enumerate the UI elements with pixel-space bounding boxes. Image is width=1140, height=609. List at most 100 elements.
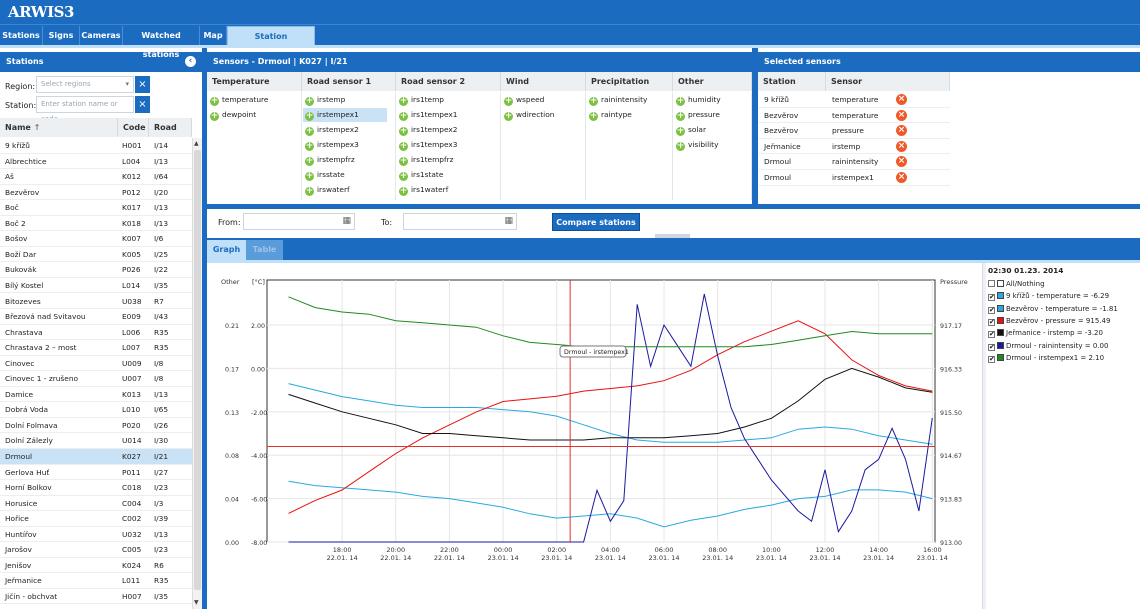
col-header-road[interactable]: Road <box>149 118 192 137</box>
region-select[interactable]: Select regions ▾ <box>36 76 134 93</box>
add-icon[interactable]: + <box>399 126 408 136</box>
add-icon[interactable]: + <box>210 96 219 106</box>
sensor-item[interactable]: + irstemp <box>303 93 387 107</box>
sensor-item[interactable]: + irswaterf <box>303 183 387 197</box>
sensor-item[interactable]: + irs1tempex2 <box>397 123 492 137</box>
scroll-down-icon[interactable]: ▼ <box>194 599 199 606</box>
nav-tab-stations[interactable]: Stations <box>0 26 43 45</box>
legend-checkbox[interactable]: ✔ <box>988 330 995 339</box>
add-icon[interactable]: + <box>504 111 513 121</box>
sensor-item[interactable]: + wdirection <box>502 108 577 122</box>
station-row[interactable]: Horní Bolkov C018 I/23 <box>0 480 192 496</box>
add-icon[interactable]: + <box>399 96 408 106</box>
sensor-item[interactable]: + irs1tempex1 <box>397 108 492 122</box>
sensor-item[interactable]: + irs1tempfrz <box>397 153 492 167</box>
remove-icon[interactable]: × <box>896 156 907 168</box>
nav-tab-cameras[interactable]: Cameras <box>80 26 123 45</box>
splitter-horizontal[interactable] <box>207 204 1140 209</box>
scroll-thumb[interactable] <box>194 150 201 590</box>
remove-icon[interactable]: × <box>896 172 907 183</box>
legend-item[interactable]: All/Nothing <box>988 278 1045 290</box>
station-row[interactable]: Damice K013 I/13 <box>0 387 192 403</box>
calendar-icon[interactable]: ▦ <box>342 216 351 226</box>
tab-graph[interactable]: Graph <box>207 240 246 260</box>
station-row[interactable]: Albrechtice L004 I/13 <box>0 154 192 170</box>
add-icon[interactable]: + <box>399 186 408 196</box>
stations-scrollbar[interactable]: ▲ ▼ <box>192 138 202 609</box>
sensor-item[interactable]: + irs1temp <box>397 93 492 107</box>
station-row[interactable]: Jenišov K024 R6 <box>0 558 192 574</box>
legend-checkbox[interactable]: ✔ <box>988 293 995 302</box>
remove-icon[interactable]: × <box>896 109 907 121</box>
station-row[interactable]: Bezvěrov P012 I/20 <box>0 185 192 201</box>
station-row[interactable]: Aš K012 I/64 <box>0 169 192 185</box>
add-icon[interactable]: + <box>305 156 314 166</box>
station-row[interactable]: Bílý Kostel L014 I/35 <box>0 278 192 294</box>
legend-item[interactable]: ✔ Bezvěrov - pressure = 915.49 <box>988 315 1110 327</box>
collapse-left-icon[interactable]: ‹ <box>185 56 196 67</box>
sensor-item[interactable]: + temperature <box>208 93 293 107</box>
legend-checkbox[interactable] <box>988 280 995 287</box>
add-icon[interactable]: + <box>305 96 314 106</box>
add-icon[interactable]: + <box>676 111 685 121</box>
calendar-icon[interactable]: ▦ <box>504 216 513 226</box>
add-icon[interactable]: + <box>210 111 219 121</box>
remove-icon[interactable]: × <box>896 140 907 152</box>
add-icon[interactable]: + <box>305 171 314 181</box>
add-icon[interactable]: + <box>305 111 314 121</box>
station-row[interactable]: Cinovec 1 - zrušeno U007 I/8 <box>0 371 192 387</box>
station-row[interactable]: Drmoul K027 I/21 <box>0 449 192 465</box>
station-row[interactable]: Boč 2 K018 I/13 <box>0 216 192 232</box>
col-header-code[interactable]: Code <box>118 118 149 137</box>
nav-tab-station-comparison[interactable]: Station comparison <box>227 26 315 60</box>
sensor-item[interactable]: + irs1tempex3 <box>397 138 492 152</box>
sensor-item[interactable]: + pressure <box>674 108 743 122</box>
station-row[interactable]: Boží Dar K005 I/25 <box>0 247 192 263</box>
sensor-item[interactable]: + irsstate <box>303 168 387 182</box>
legend-item[interactable]: ✔ Drmoul - rainintensity = 0.00 <box>988 340 1108 352</box>
station-row[interactable]: Boč K017 I/13 <box>0 200 192 216</box>
nav-tab-watched-stations[interactable]: Watched stations <box>123 26 200 59</box>
nav-tab-map[interactable]: Map <box>200 26 227 45</box>
station-row[interactable]: Chrastava 2 – most L007 R35 <box>0 340 192 356</box>
add-icon[interactable]: + <box>399 171 408 181</box>
tab-table[interactable]: Table <box>246 240 283 260</box>
station-row[interactable]: Dolní Zálezly U014 I/30 <box>0 433 192 449</box>
sensor-item[interactable]: + irs1state <box>397 168 492 182</box>
remove-icon[interactable]: × <box>896 125 907 137</box>
station-row[interactable]: Jeřmanice L011 R35 <box>0 573 192 589</box>
station-row[interactable]: 9 křížů H001 I/14 <box>0 138 192 154</box>
remove-icon[interactable]: × <box>896 94 907 105</box>
legend-checkbox[interactable]: ✔ <box>988 317 995 326</box>
legend-checkbox[interactable]: ✔ <box>988 305 995 314</box>
station-row[interactable]: Jičín - obchvat H007 I/35 <box>0 589 192 605</box>
sensor-item[interactable]: + irstempex2 <box>303 123 387 137</box>
add-icon[interactable]: + <box>589 96 598 106</box>
col-header-name[interactable]: Name ↑ <box>0 118 118 137</box>
add-icon[interactable]: + <box>305 126 314 136</box>
legend-checkbox[interactable]: ✔ <box>988 354 995 363</box>
station-row[interactable]: Horusice C004 I/3 <box>0 496 192 512</box>
legend-item[interactable]: ✔ Drmoul - irstempex1 = 2.10 <box>988 352 1104 364</box>
sensor-item[interactable]: + raintype <box>587 108 664 122</box>
station-row[interactable]: Cinovec U009 I/8 <box>0 356 192 372</box>
to-date-input[interactable]: ▦ <box>403 213 517 230</box>
splitter-middle[interactable] <box>752 48 758 208</box>
station-search-input[interactable]: Enter station name or code <box>36 96 134 123</box>
nav-tab-signs[interactable]: Signs <box>43 26 80 45</box>
station-row[interactable]: Bukovák P026 I/22 <box>0 262 192 278</box>
compare-stations-button[interactable]: Compare stations <box>552 213 640 231</box>
add-icon[interactable]: + <box>504 96 513 106</box>
add-icon[interactable]: + <box>305 186 314 196</box>
station-row[interactable]: Jarošov C005 I/23 <box>0 542 192 558</box>
clear-region-button[interactable]: × <box>135 76 150 93</box>
from-date-input[interactable]: ▦ <box>243 213 355 230</box>
legend-item[interactable]: ✔ Bezvěrov - temperature = -1.81 <box>988 303 1118 315</box>
add-icon[interactable]: + <box>676 96 685 106</box>
legend-item[interactable]: ✔ Jeřmanice - irstemp = -3.20 <box>988 327 1103 339</box>
legend-splitter[interactable] <box>982 263 986 609</box>
add-icon[interactable]: + <box>676 141 685 151</box>
sensor-item[interactable]: + visibility <box>674 138 743 152</box>
station-row[interactable]: Huntířov U032 I/13 <box>0 527 192 543</box>
